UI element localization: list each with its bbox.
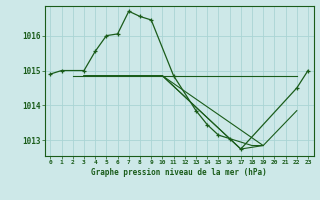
X-axis label: Graphe pression niveau de la mer (hPa): Graphe pression niveau de la mer (hPa) [91, 168, 267, 177]
